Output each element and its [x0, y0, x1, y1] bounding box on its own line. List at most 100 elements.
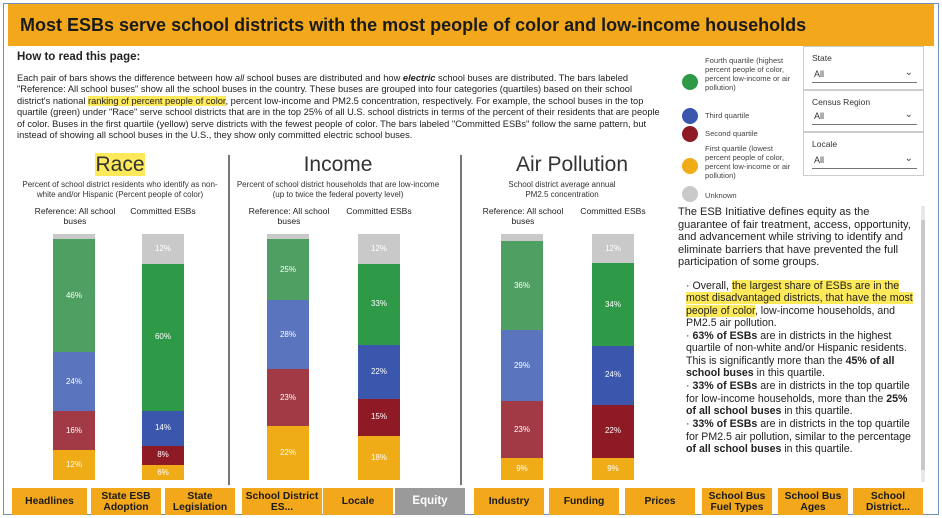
third-quartile-segment[interactable]: 24% — [53, 352, 95, 412]
race-chart: Race Percent of school district resident… — [14, 150, 226, 480]
third-quartile-segment[interactable]: 22% — [358, 344, 400, 399]
nav-button-state-esb-adoption[interactable]: State ESB Adoption — [91, 488, 161, 515]
nav-button-headlines[interactable]: Headlines — [12, 488, 87, 515]
second-quartile-segment[interactable]: 8% — [142, 445, 184, 466]
finding-2: · 63% of ESBs are in districts in the hi… — [686, 330, 907, 380]
segment-value-label: 36% — [513, 280, 530, 290]
fourth-quartile-segment[interactable]: 34% — [592, 263, 634, 347]
first-quartile-segment[interactable]: 9% — [501, 457, 543, 480]
first-quartile-segment[interactable]: 18% — [358, 435, 400, 480]
second-quartile-segment[interactable]: 15% — [358, 398, 400, 436]
chart-subtitle: Percent of school district households th… — [236, 180, 440, 199]
finding-1: · Overall, the largest share of ESBs are… — [686, 280, 913, 329]
third-quartile-segment[interactable]: 14% — [142, 411, 184, 446]
third-quartile-segment[interactable]: 28% — [267, 300, 309, 370]
unknown-segment[interactable] — [501, 234, 543, 242]
chevron-down-icon: ⌄ — [904, 153, 913, 164]
segment-value-label: 18% — [370, 452, 387, 462]
first-quartile-segment[interactable]: 9% — [592, 458, 634, 480]
segment-value-label: 34% — [604, 299, 621, 309]
second-quartile-segment[interactable]: 23% — [267, 369, 309, 426]
nav-button-equity[interactable]: Equity — [395, 488, 465, 515]
committed-esb-bar[interactable]: 18% 15% 22% 33% 12% — [358, 234, 400, 480]
nav-button-state-legislation[interactable]: State Legislation — [165, 488, 235, 515]
legend-label: Second quartile — [705, 129, 758, 138]
unknown-segment[interactable]: 12% — [592, 234, 634, 264]
finding-text: in this quartile. — [753, 367, 825, 380]
finding-bold: 33% of ESBs — [692, 380, 758, 393]
nav-button-school-bus-fuel-types[interactable]: School Bus Fuel Types — [702, 488, 772, 515]
nav-button-school-district[interactable]: School District... — [853, 488, 923, 515]
locale-select[interactable]: All ⌄ — [812, 152, 917, 169]
segment-value-label: 24% — [604, 370, 621, 380]
segment-value-label: 46% — [65, 290, 82, 300]
third-quartile-segment[interactable]: 29% — [501, 329, 543, 402]
scrollbar-thumb[interactable] — [921, 220, 925, 470]
nav-button-locale[interactable]: Locale — [323, 488, 393, 515]
first-quartile-segment[interactable]: 12% — [53, 450, 95, 480]
second-quartile-segment[interactable]: 22% — [592, 404, 634, 459]
committed-esb-bar[interactable]: 6% 8% 14% 60% 12% — [142, 234, 184, 480]
committed-esb-bar[interactable]: 9% 22% 24% 34% 12% — [592, 234, 634, 480]
second-quartile-segment[interactable]: 16% — [53, 411, 95, 451]
first-quartile-segment[interactable]: 22% — [267, 425, 309, 480]
census-region-select[interactable]: All ⌄ — [812, 108, 917, 125]
finding-text: are in districts in the highest quartile… — [686, 330, 907, 367]
chart-subtitle: School district average annual PM2.5 con… — [508, 180, 616, 199]
second-quartile-segment[interactable]: 23% — [501, 401, 543, 458]
reference-bar[interactable]: 12% 16% 24% 46% — [53, 234, 95, 480]
third-quartile-segment[interactable]: 24% — [592, 346, 634, 405]
fourth-quartile-segment[interactable]: 33% — [358, 263, 400, 345]
chevron-down-icon: ⌄ — [904, 109, 913, 120]
equity-definition: The ESB Initiative defines equity as the… — [678, 206, 911, 269]
finding-3: · 33% of ESBs are in districts in the to… — [686, 380, 910, 417]
first-quartile-segment[interactable]: 6% — [142, 465, 184, 480]
unknown-segment[interactable]: 12% — [142, 234, 184, 264]
income-chart: Income Percent of school district househ… — [232, 150, 444, 480]
locale-filter[interactable]: Locale All ⌄ — [803, 132, 924, 176]
page-navigation: Headlines State ESB Adoption State Legisla… — [8, 488, 934, 516]
nav-button-school-bus-ages[interactable]: School Bus Ages — [778, 488, 848, 515]
segment-value-label: 12% — [604, 243, 621, 253]
howto-text-part: , percent low-income and PM2.5 concentra… — [17, 95, 660, 141]
segment-value-label: 29% — [513, 360, 530, 370]
reference-bar[interactable]: 9% 23% 29% 36% — [501, 234, 543, 480]
finding-bold: 63% of ESBs — [692, 330, 758, 343]
state-filter[interactable]: State All ⌄ — [803, 46, 924, 90]
legend-label: Fourth quartile (highest percent people … — [705, 56, 791, 92]
unknown-segment[interactable] — [53, 234, 95, 239]
fourth-quartile-segment[interactable]: 46% — [53, 238, 95, 353]
fourth-quartile-segment[interactable]: 25% — [267, 238, 309, 301]
howto-heading: How to read this page: — [17, 51, 141, 63]
nav-button-funding[interactable]: Funding — [549, 488, 619, 515]
howto-text-part: school buses are distributed and how — [244, 73, 403, 83]
chart-divider — [228, 155, 230, 485]
finding-text: are in districts in the top quartile for… — [686, 418, 911, 443]
fourth-quartile-segment[interactable]: 36% — [501, 241, 543, 330]
census-region-filter[interactable]: Census Region All ⌄ — [803, 90, 924, 132]
circle-icon — [682, 126, 698, 142]
reference-bar[interactable]: 22% 23% 28% 25% — [267, 234, 309, 480]
segment-value-label: 8% — [157, 450, 169, 460]
filter-value: All — [814, 155, 825, 165]
chart-title: Air Pollution — [515, 153, 629, 176]
unknown-segment[interactable]: 12% — [358, 234, 400, 264]
bar-label-esb: Committed ESBs — [130, 206, 196, 216]
unknown-segment[interactable] — [267, 234, 309, 239]
fourth-quartile-segment[interactable]: 60% — [142, 263, 184, 412]
nav-button-prices[interactable]: Prices — [625, 488, 695, 515]
segment-value-label: 25% — [279, 264, 296, 274]
legend-label: Unknown — [705, 191, 737, 200]
howto-highlight: ranking of percent people of color — [88, 95, 226, 106]
circle-icon — [682, 108, 698, 124]
chevron-down-icon: ⌄ — [904, 67, 913, 78]
segment-value-label: 12% — [65, 460, 82, 470]
nav-button-industry[interactable]: Industry — [474, 488, 544, 515]
state-select[interactable]: All ⌄ — [812, 66, 917, 83]
segment-value-label: 60% — [154, 332, 171, 342]
circle-icon — [682, 186, 698, 202]
bar-label-reference: Reference: All school buses — [482, 206, 564, 226]
finding-bold: 45% of all school buses — [686, 354, 895, 380]
filter-label: Census Region — [812, 97, 871, 107]
nav-button-school-district-es[interactable]: School District ES... — [242, 488, 322, 515]
